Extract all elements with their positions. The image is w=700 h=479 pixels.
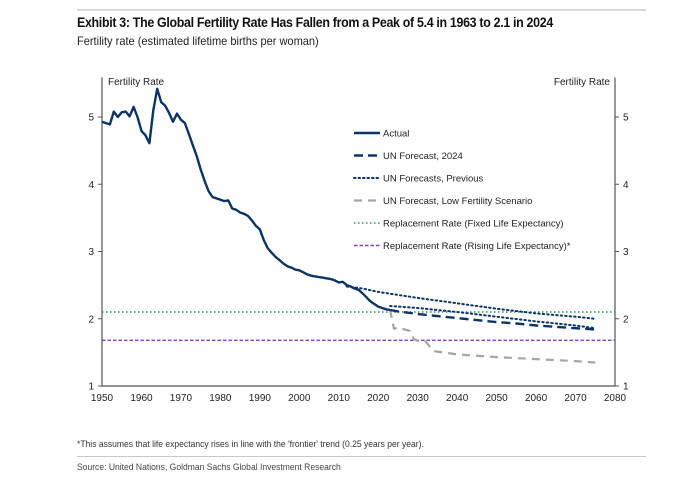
x-tick-label: 1990 xyxy=(249,393,272,404)
x-tick-label: 1970 xyxy=(170,393,193,404)
series-line-un-forecast-2024 xyxy=(389,308,596,331)
x-tick-label: 1950 xyxy=(91,393,114,404)
y-tick-label-right: 4 xyxy=(623,180,629,191)
y-axis-title-left: Fertility Rate xyxy=(108,77,165,88)
y-tick-label-right: 3 xyxy=(623,247,629,258)
y-tick-label-left: 4 xyxy=(88,180,94,191)
source-note: Source: United Nations, Goldman Sachs Gl… xyxy=(77,462,341,473)
y-tick-label-left: 5 xyxy=(88,113,94,124)
y-tick-label-right: 2 xyxy=(623,314,629,325)
y-tick-label-right: 1 xyxy=(623,382,629,393)
x-tick-label: 2040 xyxy=(446,393,469,404)
y-tick-label-left: 2 xyxy=(88,314,94,325)
y-tick-label-left: 3 xyxy=(88,247,94,258)
legend-label-un-forecast-2024: UN Forecast, 2024 xyxy=(383,151,463,162)
x-tick-label: 1980 xyxy=(209,393,232,404)
legend-label-un-forecasts-previous: UN Forecasts, Previous xyxy=(383,174,484,185)
series-layer xyxy=(101,87,615,364)
x-tick-label: 2020 xyxy=(367,393,390,404)
x-tick-label: 1960 xyxy=(130,393,153,404)
series-line-un-forecasts-previous xyxy=(389,305,597,330)
x-tick-label: 2030 xyxy=(407,393,430,404)
legend-label-actual: Actual xyxy=(383,129,409,140)
bottom-rule xyxy=(77,456,646,457)
x-tick-label: 2000 xyxy=(288,393,311,404)
footnote: *This assumes that life expectancy rises… xyxy=(77,439,424,450)
x-tick-label: 2060 xyxy=(525,393,548,404)
x-tick-label: 2050 xyxy=(485,393,508,404)
x-tick-label: 2010 xyxy=(328,393,351,404)
legend-label-replacement-rate-rising-life-expectancy: Replacement Rate (Rising Life Expectancy… xyxy=(383,241,571,252)
x-tick-label: 2070 xyxy=(564,393,587,404)
chart-title: Exhibit 3: The Global Fertility Rate Has… xyxy=(77,15,553,30)
legend: Actual UN Forecast, 2024 UN Forecasts, Pre… xyxy=(353,129,571,252)
series-line-un-forecast-low-fertility-scenario xyxy=(389,309,596,364)
legend-label-replacement-rate-fixed-life-expectancy: Replacement Rate (Fixed Life Expectancy) xyxy=(383,219,564,230)
y-tick-label-right: 5 xyxy=(623,113,629,124)
chart-subtitle: Fertility rate (estimated lifetime birth… xyxy=(77,34,319,48)
x-tick-label: 2080 xyxy=(604,393,627,404)
axes: 1 1 2 2 3 3 4 4 5 5 1950 1960 1970 1980 1990 2000 2010 20… xyxy=(88,77,629,404)
legend-label-un-forecast-low-fertility-scenario: UN Forecast, Low Fertility Scenario xyxy=(383,196,532,207)
y-axis-title-right: Fertility Rate xyxy=(554,77,611,88)
top-rule xyxy=(77,9,646,11)
y-tick-label-left: 1 xyxy=(88,382,94,393)
series-line-un-forecasts-previous xyxy=(345,285,597,320)
series-line-actual xyxy=(101,87,391,312)
